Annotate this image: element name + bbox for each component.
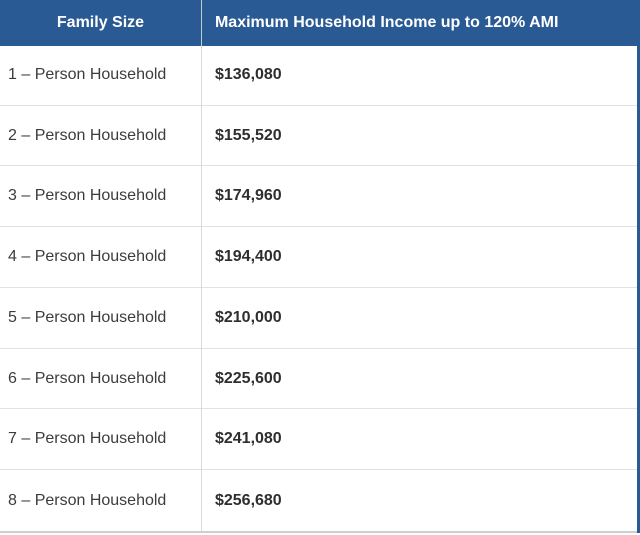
- table-row: 4 – Person Household $194,400: [0, 226, 639, 288]
- table-row: 3 – Person Household $174,960: [0, 165, 639, 227]
- income-cell: $225,600: [200, 347, 639, 409]
- income-cell: $256,680: [200, 469, 639, 532]
- income-cell: $241,080: [200, 408, 639, 470]
- family-size-cell: 7 – Person Household: [0, 408, 202, 470]
- income-cell: $210,000: [200, 286, 639, 349]
- family-size-cell: 1 – Person Household: [0, 46, 202, 106]
- income-cell: $174,960: [200, 165, 639, 227]
- table-row: 2 – Person Household $155,520: [0, 104, 639, 166]
- header-row: Family Size Maximum Household Income up …: [0, 0, 639, 46]
- family-size-cell: 8 – Person Household: [0, 469, 202, 532]
- family-size-cell: 2 – Person Household: [0, 104, 202, 166]
- header-cell-max-income: Maximum Household Income up to 120% AMI: [200, 0, 639, 46]
- table-row: 8 – Person Household $256,680: [0, 469, 639, 532]
- income-cell: $155,520: [200, 104, 639, 166]
- family-size-cell: 4 – Person Household: [0, 226, 202, 288]
- header-cell-family-size: Family Size: [0, 0, 202, 46]
- table-row: 1 – Person Household $136,080: [0, 46, 639, 106]
- family-size-cell: 5 – Person Household: [0, 286, 202, 349]
- table-row: 6 – Person Household $225,600: [0, 347, 639, 409]
- table-row: 5 – Person Household $210,000: [0, 286, 639, 349]
- income-cell: $136,080: [200, 46, 639, 106]
- family-size-cell: 6 – Person Household: [0, 347, 202, 409]
- family-size-cell: 3 – Person Household: [0, 165, 202, 227]
- income-cell: $194,400: [200, 226, 639, 288]
- table-row: 7 – Person Household $241,080: [0, 408, 639, 470]
